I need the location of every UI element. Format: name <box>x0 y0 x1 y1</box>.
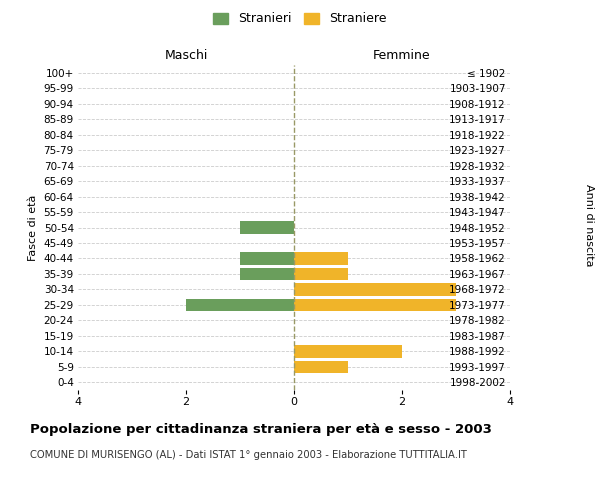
Y-axis label: Fasce di età: Fasce di età <box>28 194 38 260</box>
Bar <box>294 283 456 296</box>
Bar <box>294 345 402 358</box>
Bar <box>240 222 294 234</box>
Bar <box>240 268 294 280</box>
Bar <box>294 268 348 280</box>
Bar <box>240 252 294 264</box>
Text: Anni di nascita: Anni di nascita <box>584 184 594 266</box>
Bar <box>186 298 294 311</box>
Bar <box>294 252 348 264</box>
Bar <box>294 298 456 311</box>
Text: Femmine: Femmine <box>373 49 431 62</box>
Bar <box>294 360 348 373</box>
Legend: Stranieri, Straniere: Stranieri, Straniere <box>209 8 391 29</box>
Text: Maschi: Maschi <box>164 49 208 62</box>
Text: Popolazione per cittadinanza straniera per età e sesso - 2003: Popolazione per cittadinanza straniera p… <box>30 422 492 436</box>
Text: COMUNE DI MURISENGO (AL) - Dati ISTAT 1° gennaio 2003 - Elaborazione TUTTITALIA.: COMUNE DI MURISENGO (AL) - Dati ISTAT 1°… <box>30 450 467 460</box>
